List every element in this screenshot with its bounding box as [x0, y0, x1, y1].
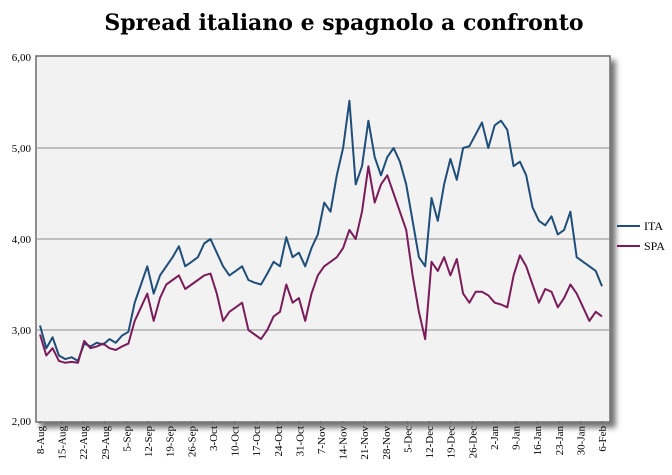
- x-tick-label: 5-Sep: [121, 426, 133, 452]
- y-axis-ticks: 2,00 3,00 4,00 5,00 6,00: [12, 52, 32, 428]
- x-tick-label: 29-Aug: [100, 426, 112, 460]
- x-tick-label: 24-Oct: [273, 426, 285, 457]
- x-tick-label: 5-Dec: [402, 426, 414, 453]
- series-lines: [39, 99, 603, 364]
- y-tick-label: 3,00: [12, 325, 32, 337]
- legend: ITA SPA: [617, 219, 665, 253]
- x-tick-label: 21-Nov: [359, 426, 371, 460]
- x-tick-label: 16-Jan: [532, 426, 544, 456]
- series-line-ita: [39, 99, 603, 362]
- y-tick-label: 6,00: [12, 52, 32, 64]
- y-tick-label: 5,00: [12, 143, 32, 155]
- x-tick-label: 17-Oct: [251, 426, 263, 457]
- x-tick-label: 12-Dec: [424, 426, 436, 458]
- y-tick-label: 4,00: [12, 234, 32, 246]
- x-tick-label: 15-Aug: [57, 426, 69, 460]
- x-tick-label: 28-Nov: [381, 426, 393, 460]
- chart-title: Spread italiano e spagnolo a confronto: [104, 10, 583, 36]
- x-tick-label: 26-Sep: [186, 426, 198, 458]
- legend-label-spa: SPA: [644, 239, 665, 253]
- x-tick-label: 23-Jan: [554, 426, 566, 456]
- x-tick-label: 12-Sep: [143, 426, 155, 458]
- x-tick-label: 14-Nov: [338, 426, 350, 460]
- x-tick-label: 8-Aug: [35, 426, 47, 455]
- x-tick-label: 30-Jan: [575, 426, 587, 456]
- legend-label-ita: ITA: [644, 219, 663, 233]
- x-tick-label: 10-Oct: [230, 426, 242, 457]
- x-tick-label: 3-Oct: [208, 426, 220, 451]
- x-tick-label: 6-Feb: [597, 426, 609, 452]
- x-tick-label: 7-Nov: [316, 426, 328, 455]
- x-tick-label: 31-Oct: [294, 426, 306, 457]
- series-line-spa: [39, 165, 603, 364]
- x-tick-label: 2-Jan: [489, 426, 501, 450]
- x-tick-label: 19-Dec: [446, 426, 458, 458]
- x-tick-label: 9-Jan: [511, 426, 523, 450]
- x-tick-label: 26-Dec: [467, 426, 479, 458]
- x-tick-label: 19-Sep: [165, 426, 177, 458]
- x-tick-label: 22-Aug: [78, 426, 90, 460]
- y-tick-label: 2,00: [12, 416, 32, 428]
- x-axis-ticks: 8-Aug 15-Aug 22-Aug 29-Aug 5-Sep 12-Sep 19-Sep…: [35, 421, 609, 460]
